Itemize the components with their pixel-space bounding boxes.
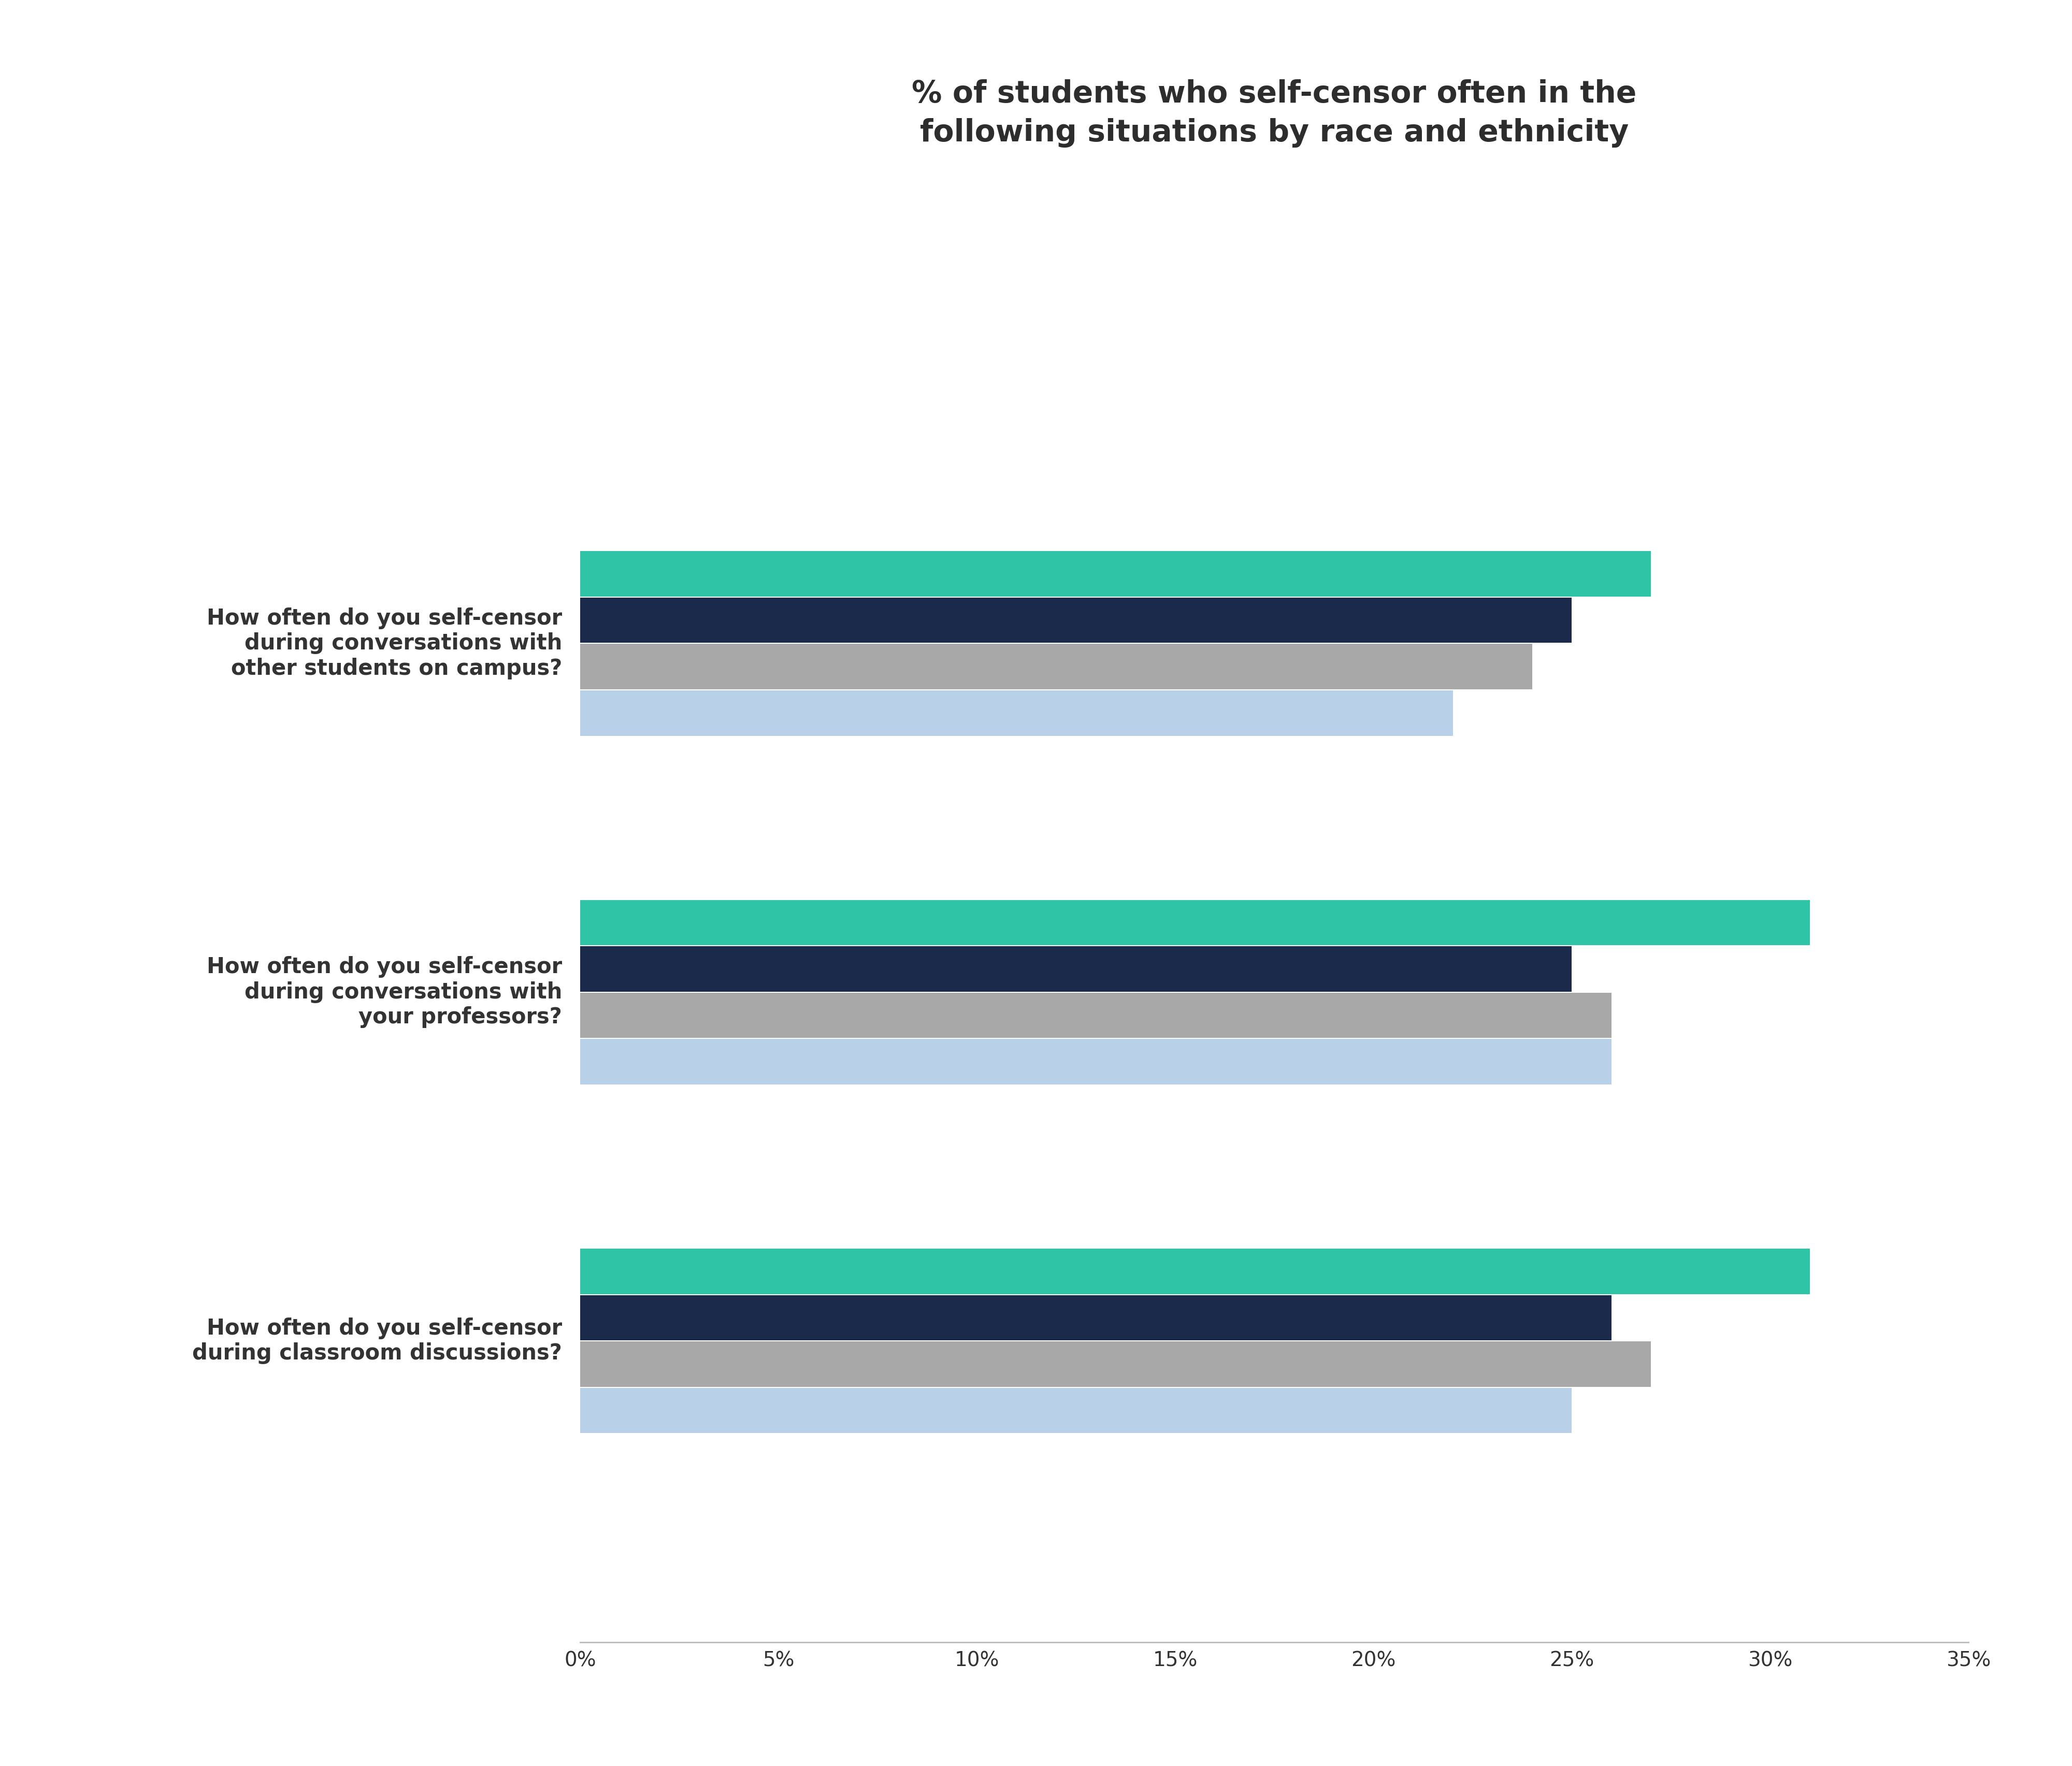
Bar bbox=[580, 1294, 1612, 1340]
Bar bbox=[580, 1388, 1573, 1434]
Bar bbox=[580, 901, 1809, 945]
Bar bbox=[580, 992, 1612, 1038]
Bar bbox=[580, 1249, 1809, 1294]
Bar bbox=[580, 551, 1651, 597]
Bar bbox=[580, 947, 1573, 992]
Bar bbox=[580, 645, 1531, 689]
Bar bbox=[580, 691, 1452, 736]
Bar bbox=[580, 597, 1573, 643]
Bar bbox=[580, 1342, 1651, 1386]
Bar bbox=[580, 1038, 1612, 1084]
Text: % of students who self-censor often in the
following situations by race and ethn: % of students who self-censor often in t… bbox=[912, 79, 1637, 148]
